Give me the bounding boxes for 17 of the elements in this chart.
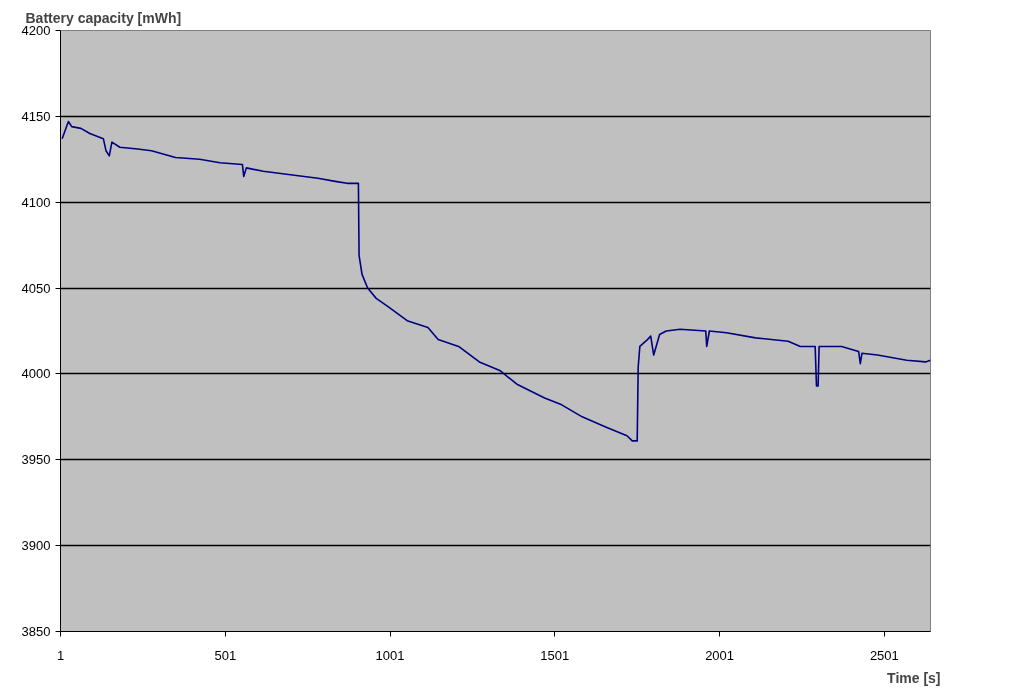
y-tick-label: 4200 bbox=[21, 23, 51, 38]
y-tick-label: 4100 bbox=[21, 194, 51, 210]
line-series bbox=[61, 120, 931, 442]
x-tick-label: 1501 bbox=[540, 647, 570, 663]
y-tick-label: 3850 bbox=[21, 624, 51, 639]
y-axis-title: Battery capacity [mWh] bbox=[25, 9, 182, 26]
y-tick-label: 3950 bbox=[21, 452, 51, 468]
y-tick-label: 4000 bbox=[21, 366, 51, 382]
x-axis-title: Time [s] bbox=[887, 669, 941, 686]
y-tick-label: 4150 bbox=[21, 108, 51, 124]
y-tick-label: 4050 bbox=[21, 280, 51, 296]
x-tick-label: 2001 bbox=[705, 647, 735, 663]
x-tick-label: 2501 bbox=[869, 647, 899, 663]
y-tick-label: 3900 bbox=[21, 538, 51, 554]
x-tick-label: 1001 bbox=[375, 647, 405, 663]
x-tick-label: 501 bbox=[214, 647, 237, 663]
x-tick-label: 1 bbox=[56, 647, 65, 663]
